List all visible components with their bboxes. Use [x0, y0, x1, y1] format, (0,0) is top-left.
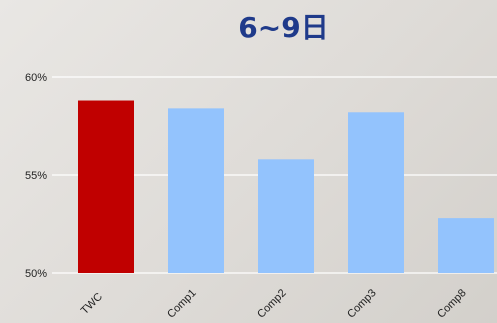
x-tick-label: TWC: [79, 291, 105, 317]
y-tick-label: 55%: [25, 170, 47, 182]
bar-comp8: [438, 218, 494, 273]
x-tick-label: Comp1: [165, 287, 199, 321]
x-tick-label: Comp3: [345, 287, 379, 321]
bar-comp1: [168, 108, 224, 273]
bar-twc: [78, 100, 134, 274]
bars: [78, 100, 494, 274]
x-tick-label: Comp2: [255, 287, 289, 321]
bar-comp3: [348, 112, 404, 273]
y-tick-label: 60%: [25, 72, 47, 84]
chart-title: 6~9日: [238, 11, 329, 44]
y-tick-label: 50%: [25, 268, 47, 280]
x-tick-label: Comp8: [435, 287, 469, 321]
bar-comp2: [258, 159, 314, 273]
